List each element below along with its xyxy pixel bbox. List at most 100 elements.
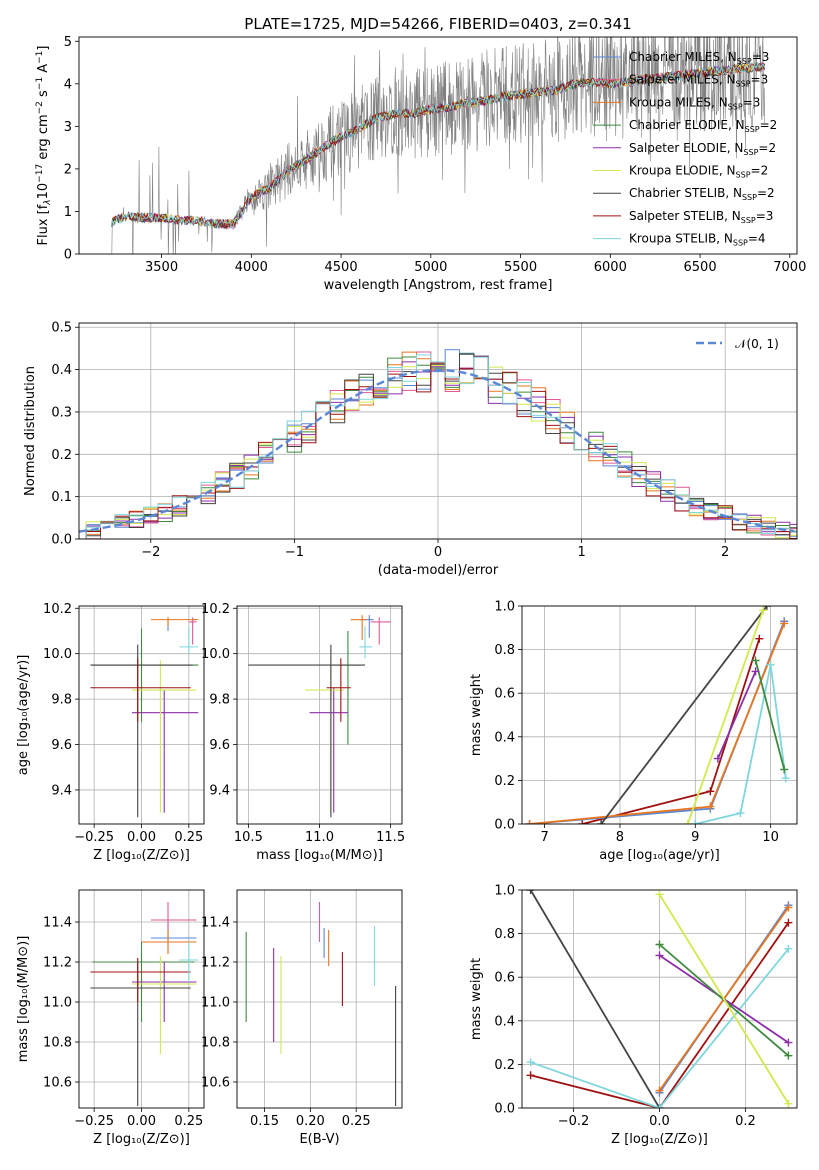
- y-tick-label: 0.2: [494, 1058, 515, 1073]
- mass-weight-marker: [706, 802, 715, 811]
- legend-n-sub: SSP: [733, 239, 748, 248]
- mass-weight-marker: [655, 940, 664, 949]
- legend-n-sub: SSP: [741, 216, 756, 225]
- legend-n-label: , N: [719, 164, 736, 178]
- mass-weight-line: [530, 922, 790, 1108]
- x-tick-label: 4500: [325, 260, 358, 275]
- y-tick-label: 9.8: [209, 693, 230, 708]
- y-axis-label-part: −2: [35, 101, 45, 114]
- axes-frame: [521, 889, 798, 1109]
- y-tick-label: 0: [64, 248, 72, 263]
- y-tick-label: 0.0: [494, 818, 515, 833]
- legend-n-sub: SSP: [743, 148, 758, 157]
- y-tick-label: 1: [64, 205, 72, 220]
- plot-area: [110, 37, 766, 254]
- mass-weight-marker: [751, 656, 760, 665]
- legend-entry: Chabrier ELODIE, NSSP=2: [629, 118, 777, 134]
- legend-series-name: Salpeter MILES: [629, 73, 719, 87]
- legend-n-value: =3: [756, 209, 774, 223]
- legend-n-label: , N: [716, 232, 733, 246]
- x-tick-label: −0.25: [74, 1114, 114, 1129]
- mass-weight-marker: [525, 820, 534, 824]
- y-axis-label: age [log₁₀(age/yr)]: [16, 655, 31, 776]
- legend-n-value: =3: [743, 95, 761, 109]
- model-spectrum: [110, 62, 766, 229]
- y-axis-label: Normed distribution: [23, 366, 38, 496]
- x-tick-label: 1: [577, 545, 585, 560]
- mass-weight-marker: [762, 606, 771, 610]
- legend-entry: Chabrier MILES, NSSP=3: [629, 50, 769, 66]
- x-tick-label: 5000: [414, 260, 447, 275]
- y-tick-label: 11.4: [201, 916, 230, 931]
- y-tick-label: 9.8: [51, 693, 72, 708]
- mass-weight-line: [658, 893, 790, 1105]
- plot-area: [90, 902, 199, 1106]
- y-tick-label: 3: [64, 120, 72, 135]
- panel-0: 3500 4000 4500 5000 5500 6000 6500 7000 0 1 2 3 4 5 wa…: [35, 35, 806, 293]
- y-tick-label: 2: [64, 162, 72, 177]
- legend-n-sub: SSP: [737, 57, 752, 66]
- x-axis-label: E(B-V): [299, 1132, 339, 1147]
- mass-weight-line: [530, 948, 790, 1108]
- y-tick-label: 11.4: [43, 916, 72, 931]
- y-axis-label: mass weight: [469, 958, 484, 1040]
- mass-weight-marker: [766, 660, 775, 669]
- x-tick-label: 0.20: [296, 1114, 325, 1129]
- x-tick-label: 9: [691, 830, 699, 845]
- mass-weight-marker: [655, 1086, 664, 1095]
- mass-weight-line: [529, 620, 786, 824]
- x-tick-label: 0.25: [174, 830, 203, 845]
- y-tick-label: 0.8: [494, 927, 515, 942]
- plot-area: [525, 606, 790, 824]
- y-tick-label: 4: [64, 77, 72, 92]
- y-tick-label: 9.4: [51, 783, 72, 798]
- legend-n-value: =2: [757, 186, 775, 200]
- axes-frame: [78, 889, 205, 1109]
- x-tick-label: 11.5: [376, 830, 405, 845]
- x-axis-label: Z [log₁₀(Z/Z⊙)]: [93, 1132, 190, 1147]
- y-tick-label: 0.2: [494, 774, 515, 789]
- x-tick-label: −2: [141, 545, 160, 560]
- grid: [522, 889, 797, 1109]
- y-tick-label: 10.2: [201, 602, 230, 617]
- y-tick-label: 10.8: [43, 1036, 72, 1051]
- axes-frame: [236, 889, 403, 1109]
- legend-n-sub: SSP: [745, 125, 760, 134]
- x-tick-label: 0.25: [342, 1114, 371, 1129]
- y-tick-label: 0.2: [51, 448, 72, 463]
- legend-n-label: , N: [720, 50, 737, 64]
- legend-entry: 𝒩(0, 1): [735, 337, 779, 351]
- y-tick-label: 9.4: [209, 783, 230, 798]
- mass-weight-marker: [784, 903, 793, 912]
- x-tick-label: 0.00: [127, 830, 156, 845]
- legend-n-label: , N: [711, 95, 728, 109]
- y-axis-label-part: −1: [35, 77, 45, 90]
- x-tick-label: 4000: [235, 260, 268, 275]
- legend-entry: Salpeter MILES, NSSP=3: [629, 73, 768, 89]
- mass-weight-line: [717, 671, 757, 759]
- axes-frame: [78, 36, 798, 255]
- legend-entry: Salpeter STELIB, NSSP=3: [629, 209, 773, 225]
- legend-n-value: =4: [748, 232, 766, 246]
- legend-entry: Kroupa STELIB, NSSP=4: [629, 232, 766, 248]
- y-tick-label: 10.0: [201, 647, 230, 662]
- mass-weight-marker: [526, 890, 535, 894]
- y-tick-label: 9.6: [51, 738, 72, 753]
- x-tick-label: 2: [721, 545, 729, 560]
- y-tick-label: 10.0: [43, 647, 72, 662]
- x-tick-label: 0.0: [649, 1114, 670, 1129]
- legend-n-label: , N: [719, 73, 736, 87]
- mass-weight-line: [600, 606, 768, 824]
- legend-series-name: Salpeter ELODIE: [629, 141, 727, 155]
- mass-weight-marker: [683, 820, 692, 824]
- legend-n-label: , N: [724, 209, 741, 223]
- y-tick-label: 10.2: [43, 602, 72, 617]
- y-tick-label: 0.6: [494, 687, 515, 702]
- legend-series-name: Salpeter STELIB: [629, 209, 724, 223]
- mass-weight-marker: [578, 820, 587, 824]
- mass-weight-marker: [526, 1071, 535, 1080]
- x-tick-label: 10.5: [234, 830, 263, 845]
- legend-entry: Kroupa MILES, NSSP=3: [629, 95, 760, 111]
- x-tick-label: −0.2: [558, 1114, 590, 1129]
